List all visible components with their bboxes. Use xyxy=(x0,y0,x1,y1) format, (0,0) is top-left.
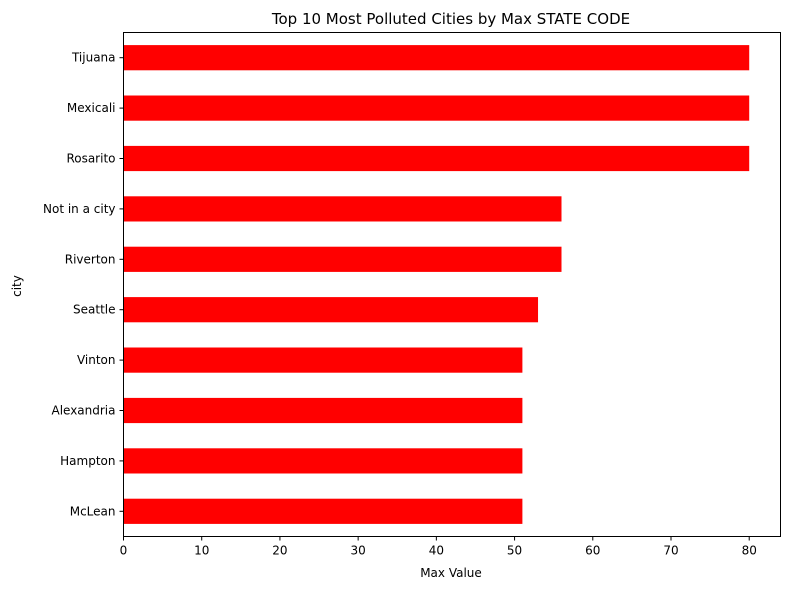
bar-rosarito xyxy=(123,145,750,172)
x-tick-label: 60 xyxy=(585,544,600,558)
y-tick-label: Seattle xyxy=(73,303,115,317)
bar-mexicali xyxy=(123,95,750,121)
y-tick-label: Alexandria xyxy=(51,404,115,418)
x-tick-label: 0 xyxy=(120,544,128,558)
x-tick-label: 50 xyxy=(507,544,522,558)
bar-mclean xyxy=(123,498,523,524)
bar-hampton xyxy=(123,448,523,474)
bar-alexandria xyxy=(123,397,523,424)
chart-title: Top 10 Most Polluted Cities by Max STATE… xyxy=(271,10,630,28)
x-tick-label: 20 xyxy=(272,544,287,558)
bar-tijuana xyxy=(123,45,750,71)
x-tick-label: 80 xyxy=(742,544,757,558)
x-ticks-group: 0 10 20 30 40 50 60 70 80 xyxy=(120,536,757,558)
x-axis-label: Max Value xyxy=(420,566,482,580)
bar-seattle xyxy=(123,297,539,323)
y-tick-label: Mexicali xyxy=(67,101,116,115)
bars-group xyxy=(123,45,750,524)
y-tick-label: Not in a city xyxy=(43,202,116,216)
y-tick-label: Riverton xyxy=(65,252,116,266)
y-tick-label: Tijuana xyxy=(71,51,116,65)
bar-not-in-a-city xyxy=(123,196,562,222)
x-tick-label: 70 xyxy=(663,544,678,558)
y-ticks-group: Tijuana Mexicali Rosarito Not in a city Rive… xyxy=(43,51,124,518)
y-tick-label: Vinton xyxy=(77,353,116,367)
y-axis-label: city xyxy=(10,275,24,297)
plot-frame xyxy=(123,32,781,537)
bar-vinton xyxy=(123,347,523,373)
x-tick-label: 40 xyxy=(429,544,444,558)
bar-riverton xyxy=(123,246,562,272)
y-tick-label: Rosarito xyxy=(66,152,115,166)
y-tick-label: Hampton xyxy=(60,454,115,468)
x-tick-label: 30 xyxy=(351,544,366,558)
x-tick-label: 10 xyxy=(194,544,209,558)
y-tick-label: McLean xyxy=(70,504,116,518)
